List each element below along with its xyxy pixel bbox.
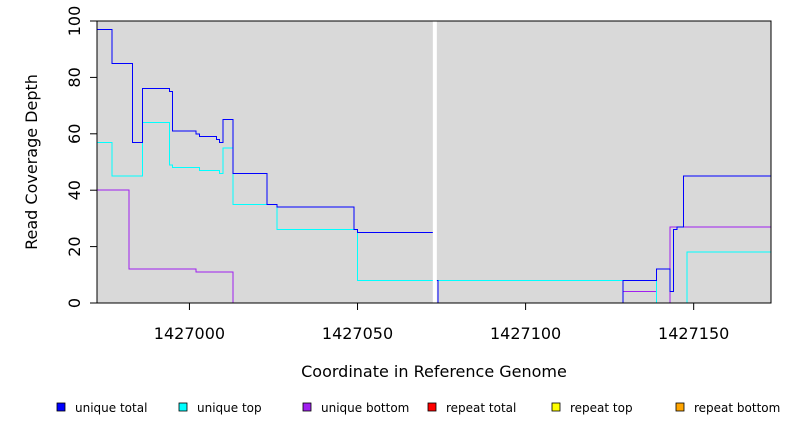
y-tick-label: 40	[65, 180, 84, 200]
legend-swatch-unique-bottom	[302, 402, 312, 412]
legend: unique total unique top unique bottom repea…	[56, 401, 780, 415]
y-tick-label: 80	[65, 67, 84, 87]
x-tick-label: 1427100	[490, 324, 561, 343]
legend-label-unique-total: unique total	[75, 401, 147, 415]
legend-swatch-unique-top	[178, 402, 188, 412]
legend-swatch-repeat-top	[551, 402, 561, 412]
legend-label-repeat-total: repeat total	[446, 401, 516, 415]
legend-label-repeat-top: repeat top	[570, 401, 633, 415]
legend-swatch-repeat-total	[427, 402, 437, 412]
y-axis-title: Read Coverage Depth	[22, 74, 41, 250]
legend-swatch-repeat-bottom	[675, 402, 685, 412]
legend-label-repeat-bottom: repeat bottom	[694, 401, 780, 415]
y-tick-label: 60	[65, 124, 84, 144]
legend-swatch-unique-total	[56, 402, 66, 412]
series-line-unique-total	[97, 28, 771, 304]
x-tick-label: 1427050	[322, 324, 393, 343]
x-tick-label: 1427150	[658, 324, 729, 343]
x-axis-title: Coordinate in Reference Genome	[301, 362, 567, 381]
y-axis: 0 20 40 60 80 100	[65, 6, 98, 308]
legend-label-unique-top: unique top	[197, 401, 262, 415]
y-tick-label: 0	[65, 298, 84, 308]
legend-label-unique-bottom: unique bottom	[321, 401, 409, 415]
gap-marker	[432, 21, 437, 303]
x-tick-label: 1427000	[154, 324, 225, 343]
y-tick-label: 20	[65, 236, 84, 256]
x-axis: 1427000 1427050 1427100 1427150	[154, 302, 729, 343]
y-tick-label: 100	[65, 6, 84, 37]
series-line-unique-top	[97, 122, 771, 304]
